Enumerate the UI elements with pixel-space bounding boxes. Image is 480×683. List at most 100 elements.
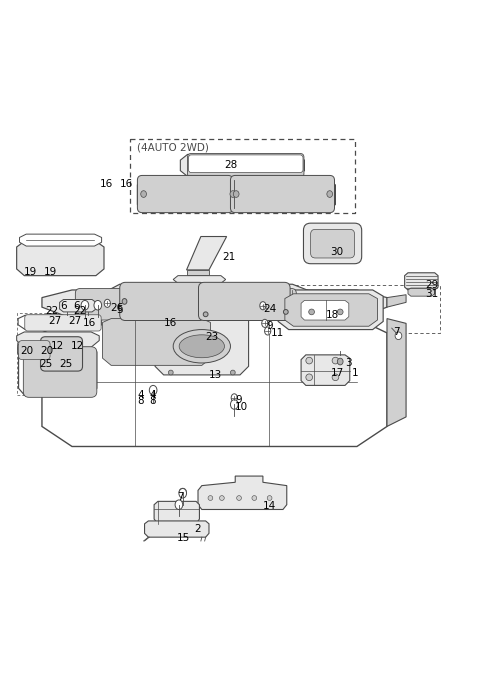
Ellipse shape xyxy=(179,488,187,498)
Text: 5: 5 xyxy=(116,305,122,316)
Ellipse shape xyxy=(186,292,213,303)
Ellipse shape xyxy=(306,374,312,380)
Polygon shape xyxy=(18,316,102,330)
Ellipse shape xyxy=(179,488,186,495)
Text: 6: 6 xyxy=(60,301,67,311)
Text: 12: 12 xyxy=(71,342,84,351)
Text: 4: 4 xyxy=(137,390,144,400)
Text: 30: 30 xyxy=(330,247,343,257)
Ellipse shape xyxy=(179,335,225,358)
Ellipse shape xyxy=(332,357,339,364)
Text: 21: 21 xyxy=(222,251,235,262)
Text: 25: 25 xyxy=(40,359,53,370)
Text: 29: 29 xyxy=(425,280,438,290)
Ellipse shape xyxy=(168,370,173,375)
Polygon shape xyxy=(173,276,226,283)
Ellipse shape xyxy=(231,394,238,402)
FancyBboxPatch shape xyxy=(40,337,83,371)
Ellipse shape xyxy=(267,496,272,501)
Ellipse shape xyxy=(306,357,312,364)
Polygon shape xyxy=(155,313,249,375)
Text: 6: 6 xyxy=(73,301,80,311)
Text: (4AUTO 2WD): (4AUTO 2WD) xyxy=(137,142,209,152)
Polygon shape xyxy=(17,332,99,347)
Text: 27: 27 xyxy=(48,316,61,326)
Text: 8: 8 xyxy=(137,396,144,406)
Text: 27: 27 xyxy=(68,316,82,326)
Ellipse shape xyxy=(175,500,183,510)
Text: 24: 24 xyxy=(263,304,276,314)
FancyBboxPatch shape xyxy=(25,315,101,331)
Text: 3: 3 xyxy=(345,358,352,368)
FancyBboxPatch shape xyxy=(137,176,233,212)
Polygon shape xyxy=(154,501,199,524)
Polygon shape xyxy=(301,355,350,385)
Ellipse shape xyxy=(173,330,230,363)
Ellipse shape xyxy=(237,496,241,501)
Polygon shape xyxy=(387,318,406,426)
Polygon shape xyxy=(285,294,377,326)
Ellipse shape xyxy=(203,312,208,317)
Polygon shape xyxy=(278,290,383,330)
Text: 19: 19 xyxy=(24,267,37,277)
FancyBboxPatch shape xyxy=(188,154,304,178)
FancyBboxPatch shape xyxy=(24,347,97,398)
Text: 25: 25 xyxy=(60,359,73,370)
Text: 2: 2 xyxy=(195,524,201,533)
Ellipse shape xyxy=(262,320,268,327)
Polygon shape xyxy=(405,273,438,290)
Ellipse shape xyxy=(327,191,333,197)
Text: 15: 15 xyxy=(177,533,190,543)
Ellipse shape xyxy=(260,302,266,310)
Text: 1: 1 xyxy=(352,367,359,378)
Polygon shape xyxy=(137,177,336,212)
Ellipse shape xyxy=(332,374,339,380)
Polygon shape xyxy=(42,290,387,318)
Ellipse shape xyxy=(149,385,157,395)
Text: 16: 16 xyxy=(100,179,114,189)
Ellipse shape xyxy=(230,191,236,197)
Ellipse shape xyxy=(233,191,239,197)
Text: 14: 14 xyxy=(263,501,276,511)
Ellipse shape xyxy=(309,309,314,315)
Ellipse shape xyxy=(208,496,213,501)
Polygon shape xyxy=(18,342,48,357)
Text: 12: 12 xyxy=(51,342,64,351)
Polygon shape xyxy=(301,301,349,320)
Text: 16: 16 xyxy=(83,318,96,329)
FancyBboxPatch shape xyxy=(303,223,362,264)
Text: 13: 13 xyxy=(209,370,222,380)
Text: 17: 17 xyxy=(331,367,344,378)
Text: 9: 9 xyxy=(235,395,242,405)
Ellipse shape xyxy=(141,191,146,197)
Ellipse shape xyxy=(81,301,89,310)
Text: 4: 4 xyxy=(149,390,156,400)
Text: 20: 20 xyxy=(21,346,34,356)
FancyBboxPatch shape xyxy=(177,288,296,320)
Text: 16: 16 xyxy=(164,318,177,329)
Polygon shape xyxy=(42,318,387,447)
Text: 7: 7 xyxy=(177,492,184,501)
Ellipse shape xyxy=(219,496,224,501)
Text: 20: 20 xyxy=(40,346,54,356)
FancyBboxPatch shape xyxy=(199,282,290,320)
Ellipse shape xyxy=(94,301,102,310)
Polygon shape xyxy=(187,236,227,270)
Polygon shape xyxy=(187,270,209,275)
Text: 11: 11 xyxy=(271,328,284,338)
Ellipse shape xyxy=(230,370,235,375)
Polygon shape xyxy=(180,154,304,176)
FancyBboxPatch shape xyxy=(189,155,303,173)
Text: 7: 7 xyxy=(393,327,399,337)
Polygon shape xyxy=(17,241,104,276)
Text: 22: 22 xyxy=(46,307,59,316)
Ellipse shape xyxy=(104,299,110,307)
Polygon shape xyxy=(19,347,97,395)
Ellipse shape xyxy=(395,332,402,339)
Polygon shape xyxy=(408,288,435,296)
Text: 22: 22 xyxy=(73,307,86,316)
Polygon shape xyxy=(387,295,406,307)
Ellipse shape xyxy=(252,496,257,501)
Ellipse shape xyxy=(337,358,343,365)
Text: 9: 9 xyxy=(266,321,273,331)
